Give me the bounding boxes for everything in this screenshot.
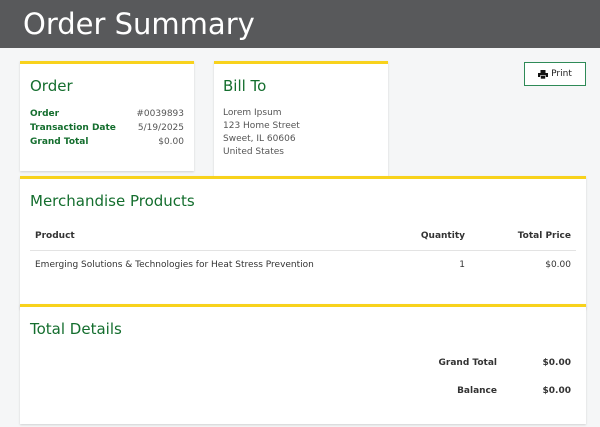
total-details-title: Total Details — [30, 320, 122, 338]
merchandise-card: Merchandise Products Product Quantity Tota… — [20, 176, 586, 309]
print-label: Print — [551, 69, 572, 79]
total-row-grand: Grand Total $0.00 — [438, 358, 571, 368]
page-header: Order Summary — [0, 0, 600, 48]
order-title: Order — [30, 77, 73, 95]
bill-to-title: Bill To — [223, 77, 267, 95]
bill-to-card: Bill To Lorem Ipsum 123 Home Street Sweet,… — [214, 61, 388, 183]
products-table: Product Quantity Total Price Emerging Solu… — [30, 222, 576, 279]
order-row-date: Transaction Date 5/19/2025 — [30, 123, 184, 133]
table-row: Emerging Solutions & Technologies for He… — [35, 260, 571, 270]
order-row-total: Grand Total $0.00 — [30, 137, 184, 147]
total-row-balance: Balance $0.00 — [457, 386, 571, 396]
page-title: Order Summary — [23, 7, 255, 41]
print-button[interactable]: Print — [524, 62, 586, 86]
printer-icon — [538, 69, 549, 79]
merchandise-title: Merchandise Products — [30, 192, 195, 210]
order-card: Order Order #0039893 Transaction Date 5/19… — [20, 61, 194, 171]
total-details-card: Total Details Grand Total $0.00 Balance $0… — [20, 304, 586, 424]
order-row-number: Order #0039893 — [30, 109, 184, 119]
billing-address: Lorem Ipsum 123 Home Street Sweet, IL 6060… — [223, 108, 300, 157]
